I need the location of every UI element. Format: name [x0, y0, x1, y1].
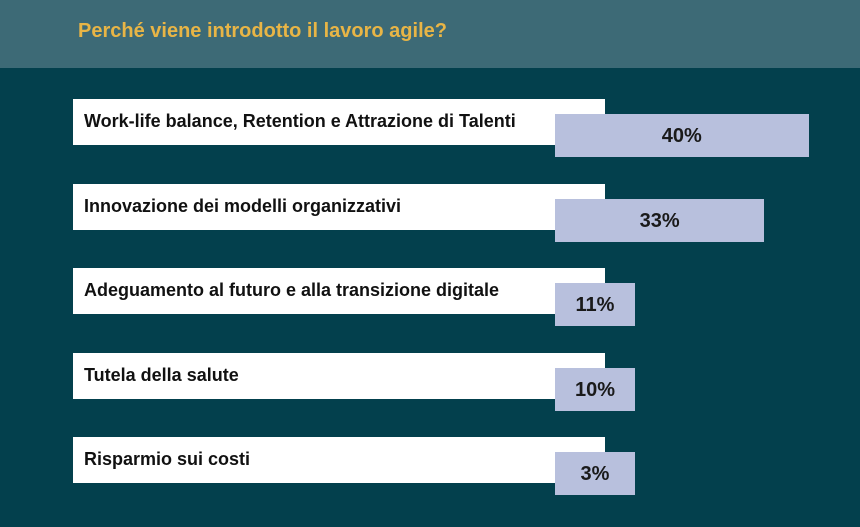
category-label: Innovazione dei modelli organizzativi [84, 195, 402, 216]
data-label: 40% [661, 125, 702, 147]
bar: 33% [555, 198, 765, 242]
data-label: 33% [639, 209, 680, 232]
category-label-box: Risparmio sui costi [73, 437, 605, 483]
category-label-box: Adeguamento al futuro e alla transizione… [73, 268, 605, 314]
bar-row: Innovazione dei modelli organizzativi 33% [0, 183, 860, 274]
bar: 11% [555, 283, 635, 326]
data-label: 11% [575, 294, 615, 316]
category-label-box: Innovazione dei modelli organizzativi [73, 183, 605, 230]
header-banner: Perché viene introdotto il lavoro agile? [0, 0, 860, 68]
bar-row: Risparmio sui costi 3% [0, 437, 860, 527]
category-label: Work-life balance, Retention e Attrazion… [84, 111, 516, 131]
bar-row: Adeguamento al futuro e alla transizione… [0, 268, 860, 358]
bar-row: Tutela della salute 10% [0, 352, 860, 443]
chart-title: Perché viene introdotto il lavoro agile? [78, 20, 447, 42]
bar: 40% [555, 114, 809, 157]
bar-row: Work-life balance, Retention e Attrazion… [0, 99, 860, 189]
data-label: 10% [574, 378, 616, 401]
bar: 3% [555, 452, 635, 495]
category-label-box: Tutela della salute [73, 352, 605, 399]
data-label: 3% [580, 463, 610, 485]
category-label-box: Work-life balance, Retention e Attrazion… [73, 99, 605, 145]
bar-chart: Work-life balance, Retention e Attrazion… [0, 99, 860, 495]
category-label: Adeguamento al futuro e alla transizione… [84, 280, 500, 300]
category-label: Tutela della salute [84, 364, 239, 385]
category-label: Risparmio sui costi [84, 449, 251, 469]
bar: 10% [555, 367, 635, 411]
